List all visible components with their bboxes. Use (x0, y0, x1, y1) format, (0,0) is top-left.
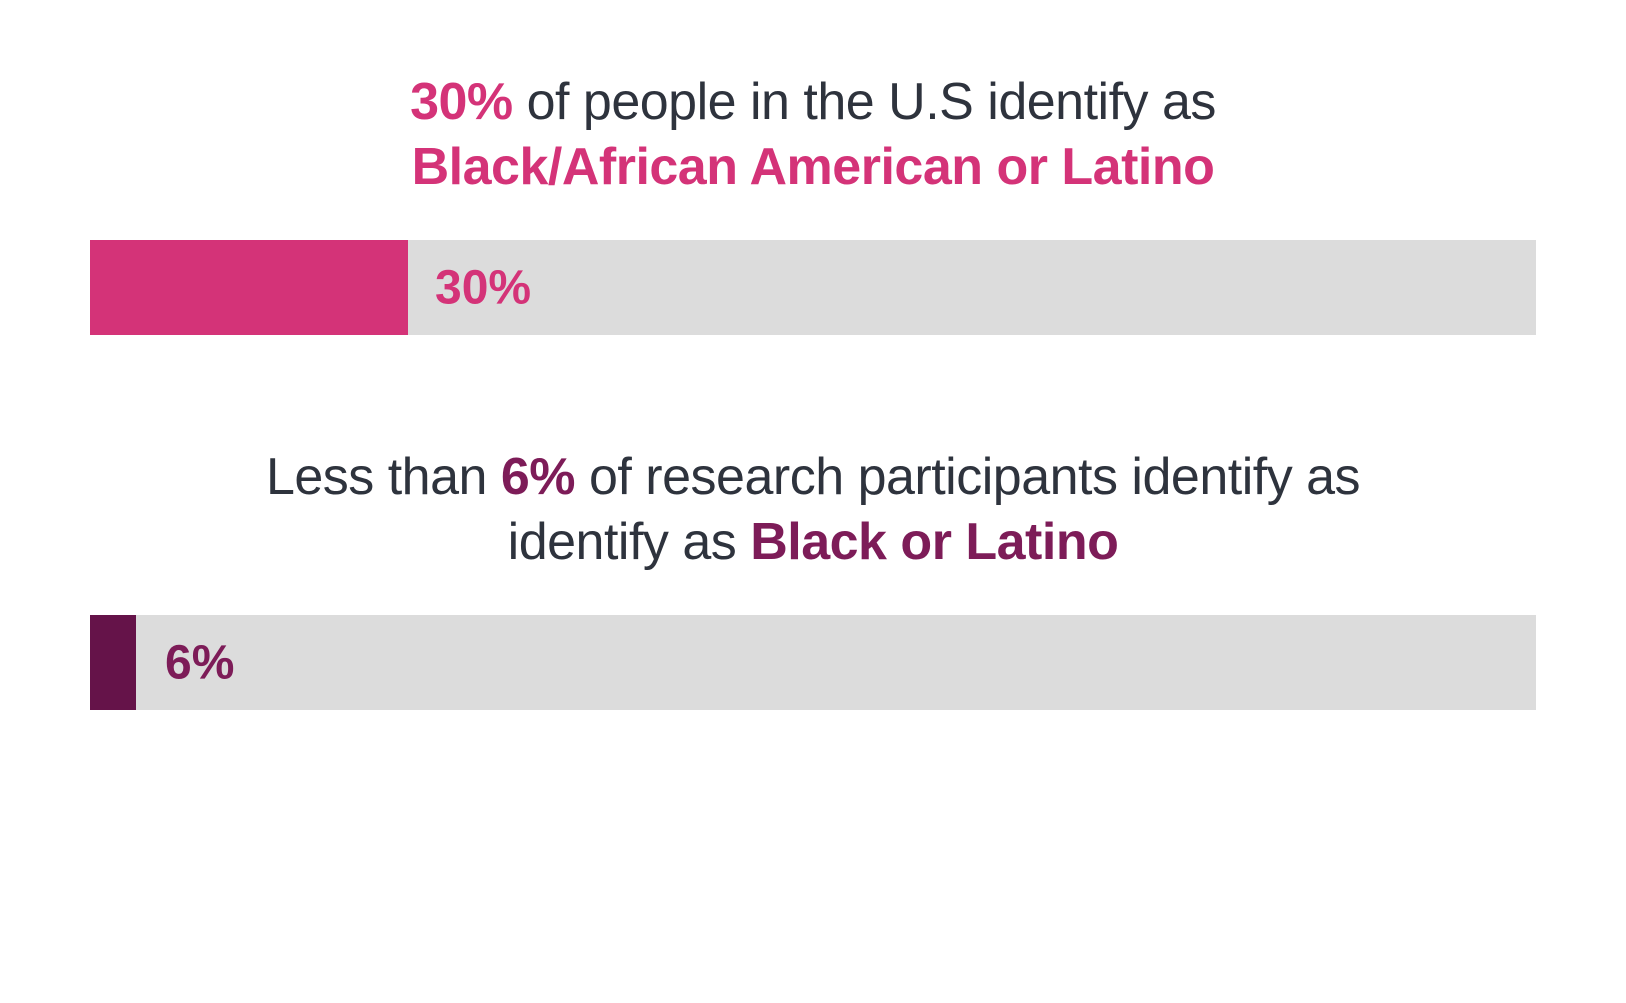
stat-section-research: Less than 6% of research participants id… (90, 445, 1536, 710)
stat-section-population: 30% of people in the U.S identify as Bla… (90, 70, 1536, 335)
bar-fill (90, 615, 136, 710)
headline-pct: 6% (501, 448, 575, 506)
headline-research: Less than 6% of research participants id… (90, 445, 1536, 575)
headline-mid2: identify as (508, 513, 751, 571)
bar-research: 6% (90, 615, 1536, 710)
bar-fill (90, 240, 408, 335)
headline-group: Black/African American or Latino (412, 138, 1215, 196)
bar-label: 30% (435, 260, 531, 315)
headline-pct: 30% (410, 73, 513, 131)
bar-population: 30% (90, 240, 1536, 335)
headline-mid: of research participants identify as (575, 448, 1360, 506)
bar-track (90, 615, 1536, 710)
headline-pre: Less than (266, 448, 501, 506)
headline-population: 30% of people in the U.S identify as Bla… (90, 70, 1536, 200)
bar-label: 6% (165, 635, 234, 690)
headline-group: Black or Latino (750, 513, 1118, 571)
headline-mid: of people in the U.S identify as (513, 73, 1216, 131)
